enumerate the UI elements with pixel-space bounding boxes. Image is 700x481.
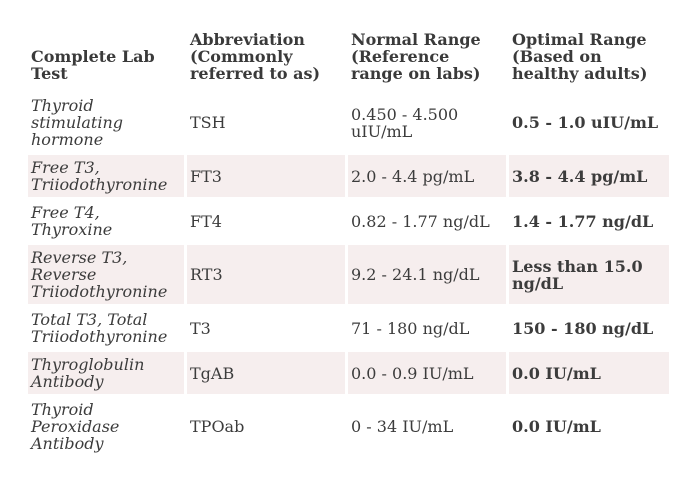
table-row: Total T3, Total Triiodothyronine T3 71 -…	[28, 307, 669, 349]
optimal-range-cell: Less than 15.0 ng/dL	[509, 245, 669, 304]
table-body: Thyroid stimulating hormone TSH 0.450 - …	[28, 93, 669, 456]
table-row: Reverse T3, Reverse Triiodothyronine RT3…	[28, 245, 669, 304]
table-row: Free T4, Thyroxine FT4 0.82 - 1.77 ng/dL…	[28, 200, 669, 242]
header-lab-test: Complete Lab Test	[31, 47, 155, 83]
optimal-range-cell: 0.0 IU/mL	[509, 352, 669, 394]
table-row: Thyroglobulin Antibody TgAB 0.0 - 0.9 IU…	[28, 352, 669, 394]
lab-test-name: Thyroid stimulating hormone	[31, 96, 123, 149]
abbreviation-cell: TgAB	[187, 352, 345, 394]
abbreviation-cell: TPOab	[190, 417, 245, 436]
header-abbreviation: Abbreviation (Commonly referred to as)	[190, 30, 321, 83]
table-row: Thyroid Peroxidase Antibody TPOab 0 - 34…	[28, 397, 669, 456]
normal-range-cell: 2.0 - 4.4 pg/mL	[348, 155, 506, 197]
normal-range-cell: 0.82 - 1.77 ng/dL	[351, 211, 490, 231]
abbreviation-cell: RT3	[187, 245, 345, 304]
abbreviation-cell: TSH	[190, 113, 226, 132]
abbreviation-cell: FT3	[187, 155, 345, 197]
normal-range-cell: 0.450 - 4.500 uIU/mL	[351, 104, 459, 141]
normal-range-cell: 71 - 180 ng/dL	[351, 318, 470, 338]
lab-test-name: Reverse T3, Reverse Triiodothyronine	[28, 245, 184, 304]
abbreviation-cell: FT4	[190, 211, 222, 231]
normal-range-cell: 0 - 34 IU/mL	[351, 417, 454, 436]
optimal-range-cell: 1.4 - 1.77 ng/dL	[512, 211, 654, 231]
thyroid-lab-table: Complete Lab Test Abbreviation (Commonly…	[25, 26, 672, 459]
normal-range-cell: 9.2 - 24.1 ng/dL	[348, 245, 506, 304]
lab-table-container: Complete Lab Test Abbreviation (Commonly…	[25, 26, 669, 459]
lab-test-name: Free T3, Triiodothyronine	[28, 155, 184, 197]
normal-range-cell: 0.0 - 0.9 IU/mL	[348, 352, 506, 394]
lab-test-name: Free T4, Thyroxine	[31, 203, 113, 239]
table-row: Thyroid stimulating hormone TSH 0.450 - …	[28, 93, 669, 152]
lab-test-name: Total T3, Total Triiodothyronine	[31, 310, 168, 346]
optimal-range-cell: 3.8 - 4.4 pg/mL	[509, 155, 669, 197]
header-normal-range: Normal Range (Reference range on labs)	[351, 30, 481, 83]
optimal-range-cell: 0.5 - 1.0 uIU/mL	[512, 113, 659, 132]
optimal-range-cell: 150 - 180 ng/dL	[512, 318, 654, 338]
table-header: Complete Lab Test Abbreviation (Commonly…	[28, 29, 669, 90]
header-row: Complete Lab Test Abbreviation (Commonly…	[28, 29, 669, 90]
table-row: Free T3, Triiodothyronine FT3 2.0 - 4.4 …	[28, 155, 669, 197]
optimal-range-cell: 0.0 IU/mL	[512, 417, 601, 436]
abbreviation-cell: T3	[190, 318, 211, 338]
header-optimal-range: Optimal Range (Based on healthy adults)	[512, 30, 648, 83]
lab-test-name: Thyroglobulin Antibody	[28, 352, 184, 394]
lab-test-name: Thyroid Peroxidase Antibody	[31, 400, 120, 453]
